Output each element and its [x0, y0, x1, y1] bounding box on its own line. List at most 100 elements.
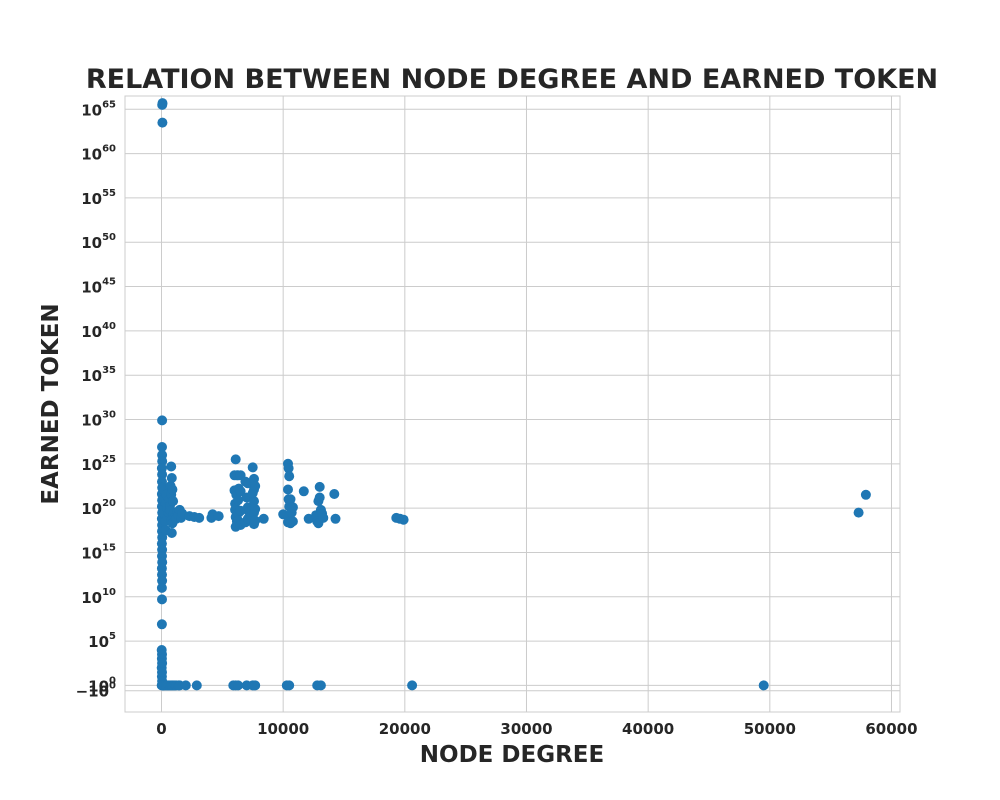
data-point [157, 442, 167, 452]
data-point [230, 454, 241, 465]
y-tick-exponent: 60 [102, 144, 116, 155]
data-point [314, 481, 325, 492]
y-tick-base: 10 [81, 234, 102, 252]
data-point [287, 516, 298, 527]
data-point [213, 511, 224, 522]
data-point [194, 512, 205, 523]
y-tick-base: 10 [88, 633, 109, 651]
x-tick-labels: 0 10000 20000 30000 40000 50000 60000 [156, 720, 917, 738]
x-axis-label: NODE DEGREE [420, 742, 604, 768]
data-point [249, 496, 259, 507]
data-point [166, 528, 177, 538]
data-point [758, 680, 769, 691]
x-tick-label: 30000 [500, 720, 552, 738]
data-point [250, 515, 261, 526]
y-tick-label: 1015 [81, 542, 116, 562]
y-tick-base: 10 [81, 456, 102, 474]
data-point [287, 502, 298, 513]
y-tick-exponent: 5 [109, 631, 116, 642]
data-point [318, 512, 329, 523]
data-point [166, 473, 177, 483]
data-point [157, 99, 168, 110]
y-axis-label: EARNED TOKEN [38, 303, 64, 504]
data-point [157, 415, 168, 426]
y-tick-label: 1030 [81, 410, 116, 430]
y-tick-label: 1035 [81, 365, 116, 385]
y-tick-exponent: 25 [102, 454, 116, 465]
y-tick-exponent: 45 [102, 277, 116, 288]
data-point [233, 680, 244, 691]
y-tick-exponent: 30 [102, 410, 116, 421]
data-point [235, 486, 246, 497]
data-point [398, 514, 409, 525]
data-point [166, 461, 177, 472]
x-tick-label: 20000 [379, 720, 431, 738]
x-tick-label: 50000 [744, 720, 796, 738]
data-point [157, 469, 168, 480]
data-point [157, 117, 168, 128]
y-tick-base: 10 [88, 677, 109, 695]
y-tick-base: −10 [76, 683, 109, 701]
data-point [247, 462, 258, 473]
data-point [285, 494, 296, 505]
data-point [191, 680, 202, 691]
data-point [167, 484, 178, 495]
data-point [284, 471, 295, 482]
chart-title: RELATION BETWEEN NODE DEGREE AND EARNED … [86, 64, 938, 95]
y-tick-exponent: 50 [102, 232, 116, 243]
data-point [258, 513, 269, 524]
y-tick-label: 100 [88, 675, 116, 695]
data-point [329, 489, 340, 499]
y-tick-label: 1055 [81, 188, 116, 208]
data-point [233, 495, 244, 506]
y-tick-label: 1065 [81, 99, 116, 119]
data-point [860, 489, 871, 500]
data-point [250, 680, 261, 691]
data-point [157, 456, 168, 467]
y-tick-label: 1050 [81, 232, 116, 252]
data-point [407, 680, 418, 691]
y-tick-exponent: 0 [109, 681, 116, 692]
y-tick-base: 10 [81, 544, 102, 562]
y-tick-exponent: 10 [102, 587, 116, 598]
y-tick-base: 10 [81, 589, 102, 607]
data-points [156, 98, 871, 691]
data-point [315, 680, 326, 691]
data-point [283, 463, 294, 474]
data-point [330, 513, 341, 524]
data-point [157, 594, 167, 605]
y-tick-base: 10 [81, 500, 102, 518]
y-tick-exponent: 0 [109, 675, 116, 686]
y-tick-base: 10 [81, 367, 102, 385]
y-tick-label: 1010 [81, 587, 116, 607]
y-tick-base: 10 [81, 101, 102, 119]
y-tick-label: 1025 [81, 454, 116, 474]
y-tick-exponent: 15 [102, 542, 116, 553]
data-point [157, 575, 168, 586]
grid [125, 96, 900, 712]
y-tick-label: 1045 [81, 277, 116, 297]
plot-frame [124, 95, 901, 713]
x-tick-label: 0 [156, 720, 166, 738]
y-tick-exponent: 65 [102, 99, 116, 110]
data-point [156, 619, 167, 630]
y-tick-exponent: 20 [102, 498, 116, 509]
x-tick-label: 40000 [622, 720, 674, 738]
data-point [250, 481, 261, 491]
y-tick-exponent: 40 [102, 321, 116, 332]
data-point [156, 582, 167, 593]
y-tick-label: 1040 [81, 321, 116, 341]
y-tick-base: 10 [81, 279, 102, 297]
y-tick-label: 1020 [81, 498, 116, 518]
y-tick-labels: −100100105101010151020102510301035104010… [76, 99, 116, 700]
data-point [250, 504, 261, 514]
data-point [283, 484, 293, 495]
y-tick-label: 105 [88, 631, 116, 651]
y-tick-base: 10 [81, 190, 102, 208]
data-point [314, 492, 325, 503]
data-point [180, 680, 191, 691]
y-tick-base: 10 [81, 412, 102, 430]
y-tick-exponent: 55 [102, 188, 116, 199]
y-tick-label: 1060 [81, 144, 116, 164]
